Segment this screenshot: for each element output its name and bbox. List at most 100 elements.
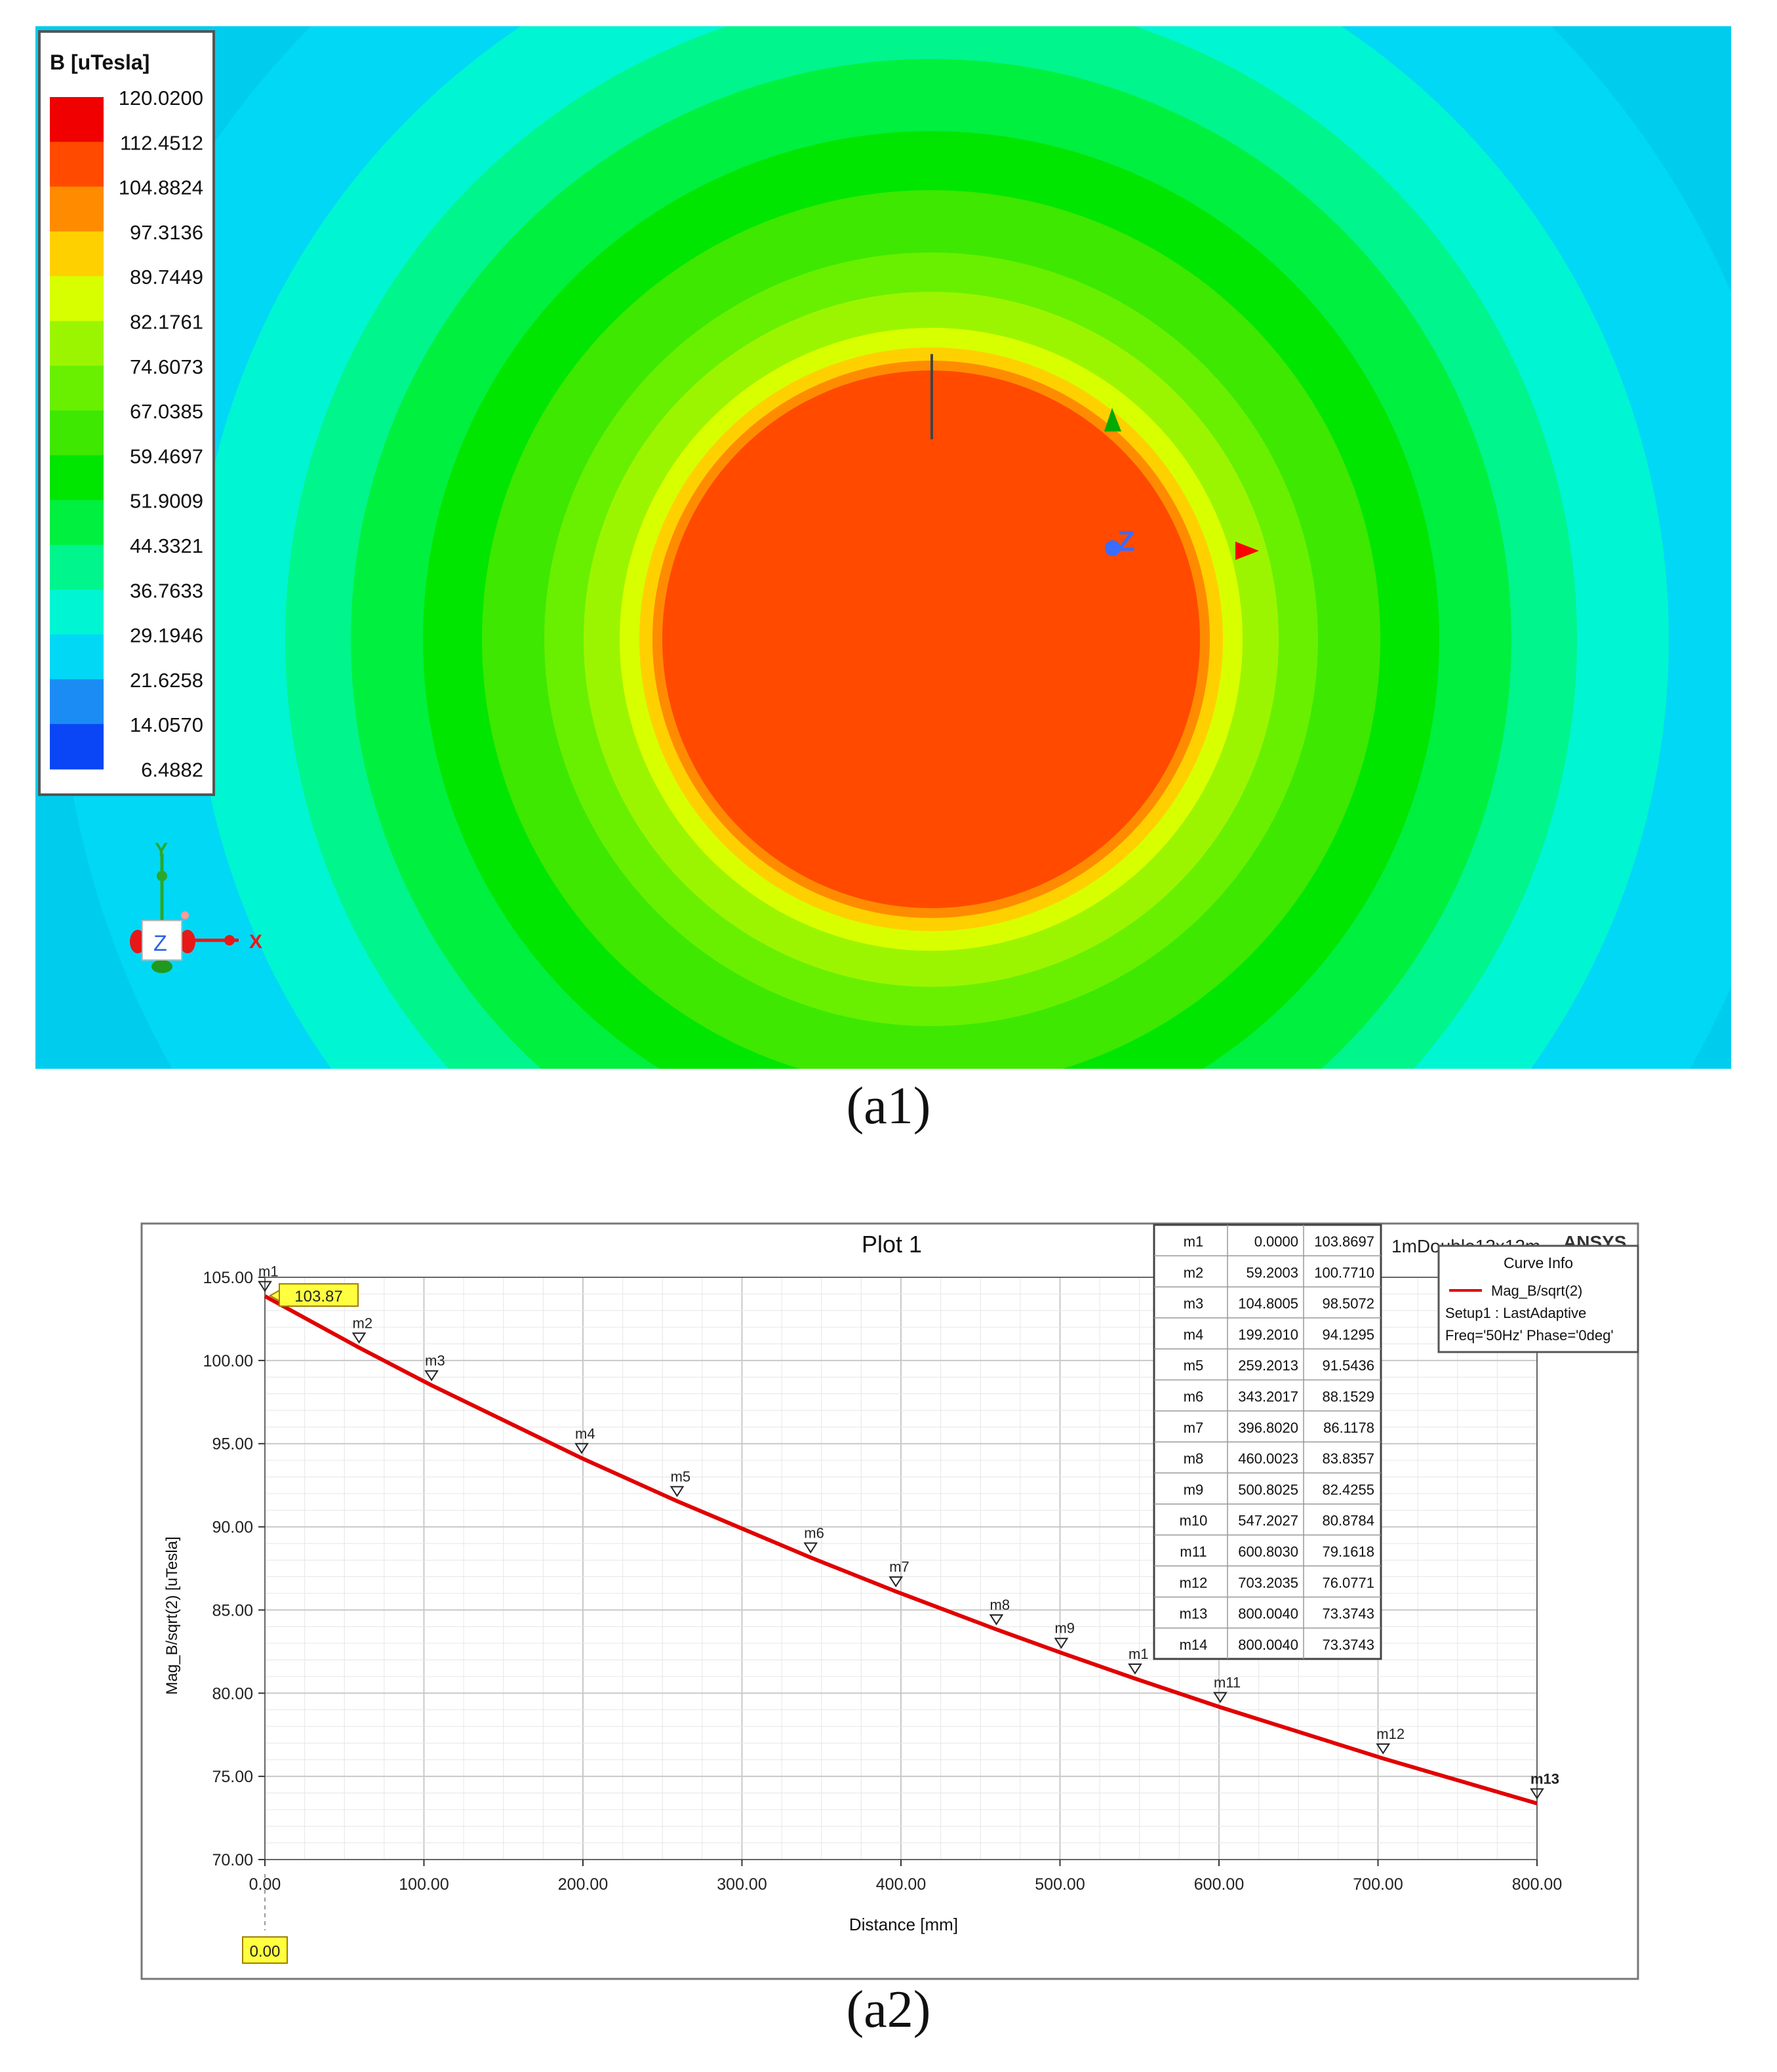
panel-a1-caption: (a1) — [846, 1077, 931, 1135]
table-cell: m3 — [1184, 1296, 1204, 1312]
table-cell: m4 — [1184, 1326, 1204, 1343]
table-cell: 86.1178 — [1323, 1420, 1374, 1436]
marker-triangle-icon[interactable] — [1376, 1743, 1391, 1755]
marker-label: m1 — [1128, 1646, 1149, 1662]
table-cell: m14 — [1180, 1637, 1208, 1653]
legend-swatch-11 — [50, 589, 104, 635]
curve-info-title: Curve Info — [1504, 1254, 1573, 1271]
legend-level-label: 51.9009 — [130, 490, 203, 513]
marker-triangle-icon[interactable] — [424, 1370, 439, 1382]
table-cell: 703.2035 — [1238, 1574, 1298, 1591]
table-cell: m6 — [1184, 1389, 1204, 1405]
legend-level-label: 36.7633 — [130, 579, 203, 602]
y-cursor-tag[interactable]: 103.87 — [268, 1283, 359, 1307]
legend-swatch-7 — [50, 410, 104, 456]
x-cursor-tag[interactable]: 0.00 — [242, 1936, 288, 1964]
marker-triangle-icon[interactable] — [1530, 1788, 1544, 1800]
field-map-panel: Z B [uTesla] 120.0200 112.4512 104.8824 97.… — [35, 26, 1731, 1069]
y-tick-label: 100.00 — [203, 1352, 253, 1370]
marker-triangle-icon[interactable] — [258, 1281, 272, 1292]
triad-x-cap2-icon — [180, 930, 195, 953]
curve-info-entry: Mag_B/sqrt(2) — [1491, 1283, 1582, 1299]
marker-label: m13 — [1530, 1770, 1559, 1787]
marker-triangle-icon[interactable] — [1213, 1692, 1228, 1703]
triad-y-label: Y — [155, 839, 168, 861]
table-cell: 98.5072 — [1322, 1296, 1374, 1312]
table-cell: m10 — [1180, 1513, 1208, 1529]
marker-label: m5 — [671, 1468, 691, 1484]
marker-label: m7 — [889, 1559, 909, 1575]
table-cell: 80.8784 — [1322, 1513, 1374, 1529]
y-tick-label: 105.00 — [203, 1269, 253, 1287]
x-tick-label: 600.00 — [1194, 1875, 1244, 1894]
field-band-11 — [662, 370, 1200, 908]
table-cell: 460.0023 — [1238, 1450, 1298, 1467]
marker-triangle-icon[interactable] — [1128, 1663, 1142, 1675]
marker-label: m11 — [1214, 1675, 1241, 1691]
table-cell: 800.0040 — [1238, 1637, 1298, 1653]
table-cell: m2 — [1184, 1264, 1204, 1281]
y-cursor-box — [279, 1283, 359, 1307]
legend-level-label: 6.4882 — [141, 759, 203, 782]
triad-z-label: Z — [153, 931, 167, 956]
marker-triangle-icon[interactable] — [574, 1443, 589, 1454]
legend-swatch-5 — [50, 321, 104, 367]
triad-x-knob-icon — [224, 935, 235, 946]
plot-title: Plot 1 — [862, 1231, 922, 1258]
x-axis-arrow-icon — [1235, 542, 1259, 560]
y-tick-label: 90.00 — [212, 1519, 253, 1537]
table-cell: 73.3743 — [1322, 1637, 1374, 1653]
table-cell: m13 — [1180, 1606, 1208, 1622]
panel-a2-caption: (a2) — [846, 1981, 931, 2039]
legend-level-label: 104.8824 — [119, 176, 203, 199]
series-line-mag-b — [264, 1294, 1538, 1806]
legend-level-label: 112.4512 — [120, 131, 203, 154]
table-cell: m7 — [1184, 1420, 1204, 1436]
marker-label: m2 — [353, 1315, 373, 1331]
y-tick-label: 75.00 — [212, 1768, 253, 1786]
table-cell: m9 — [1184, 1481, 1204, 1498]
table-cell: 83.8357 — [1322, 1450, 1374, 1467]
x-tick-label: 300.00 — [717, 1875, 767, 1894]
y-tick-label: 95.00 — [212, 1435, 253, 1454]
table-cell: 103.8697 — [1314, 1233, 1374, 1250]
marker-label: m6 — [804, 1524, 824, 1541]
legend-swatch-4 — [50, 276, 104, 322]
triad-z-box — [142, 920, 182, 961]
marker-label: m8 — [990, 1597, 1010, 1613]
marker-triangle-icon[interactable] — [888, 1576, 904, 1587]
distance-plot-panel: 0.00 100.00 200.00 300.00 400.00 500.00 600.00… — [140, 1222, 1639, 1980]
legend-level-label: 82.1761 — [130, 311, 203, 334]
y-axis-label: Mag_B/sqrt(2) [uTesla] — [163, 1536, 181, 1694]
marker-label: m9 — [1054, 1620, 1075, 1637]
marker-triangle-icon[interactable] — [669, 1486, 685, 1498]
x-cursor-box — [242, 1936, 288, 1964]
table-cell: m12 — [1180, 1574, 1208, 1591]
table-cell: 76.0771 — [1322, 1574, 1374, 1591]
axis-triad: Y Z X — [130, 839, 262, 973]
x-axis-label: Distance [mm] — [849, 1915, 958, 1934]
marker-label: m12 — [1376, 1726, 1405, 1742]
legend-swatch-6 — [50, 365, 104, 412]
table-cell: 59.2003 — [1246, 1264, 1298, 1281]
legend-swatch-3 — [50, 231, 104, 277]
marker-triangle-icon[interactable] — [803, 1542, 818, 1554]
legend-level-label: 89.7449 — [130, 266, 203, 289]
marker-label: m4 — [575, 1425, 595, 1442]
legend-swatch-1 — [50, 142, 104, 188]
table-cell: 104.8005 — [1238, 1296, 1298, 1312]
x-tick-label: 800.00 — [1512, 1875, 1562, 1894]
marker-triangle-icon[interactable] — [989, 1614, 1004, 1625]
marker-label: m1 — [258, 1264, 279, 1280]
legend-level-label: 67.0385 — [130, 400, 203, 423]
table-cell: 79.1618 — [1322, 1544, 1374, 1560]
legend-swatch-10 — [50, 545, 104, 591]
marker-triangle-icon[interactable] — [1054, 1637, 1069, 1649]
curve-info-freq: Freq='50Hz' Phase='0deg' — [1445, 1327, 1614, 1344]
legend-swatch-13 — [50, 679, 104, 725]
marker-triangle-icon[interactable] — [351, 1332, 367, 1344]
legend-level-label: 59.4697 — [130, 445, 203, 468]
x-tick-label: 400.00 — [876, 1875, 926, 1894]
legend: B [uTesla] 120.0200 112.4512 104.8824 97.31… — [38, 30, 215, 796]
legend-swatch-12 — [50, 634, 104, 680]
